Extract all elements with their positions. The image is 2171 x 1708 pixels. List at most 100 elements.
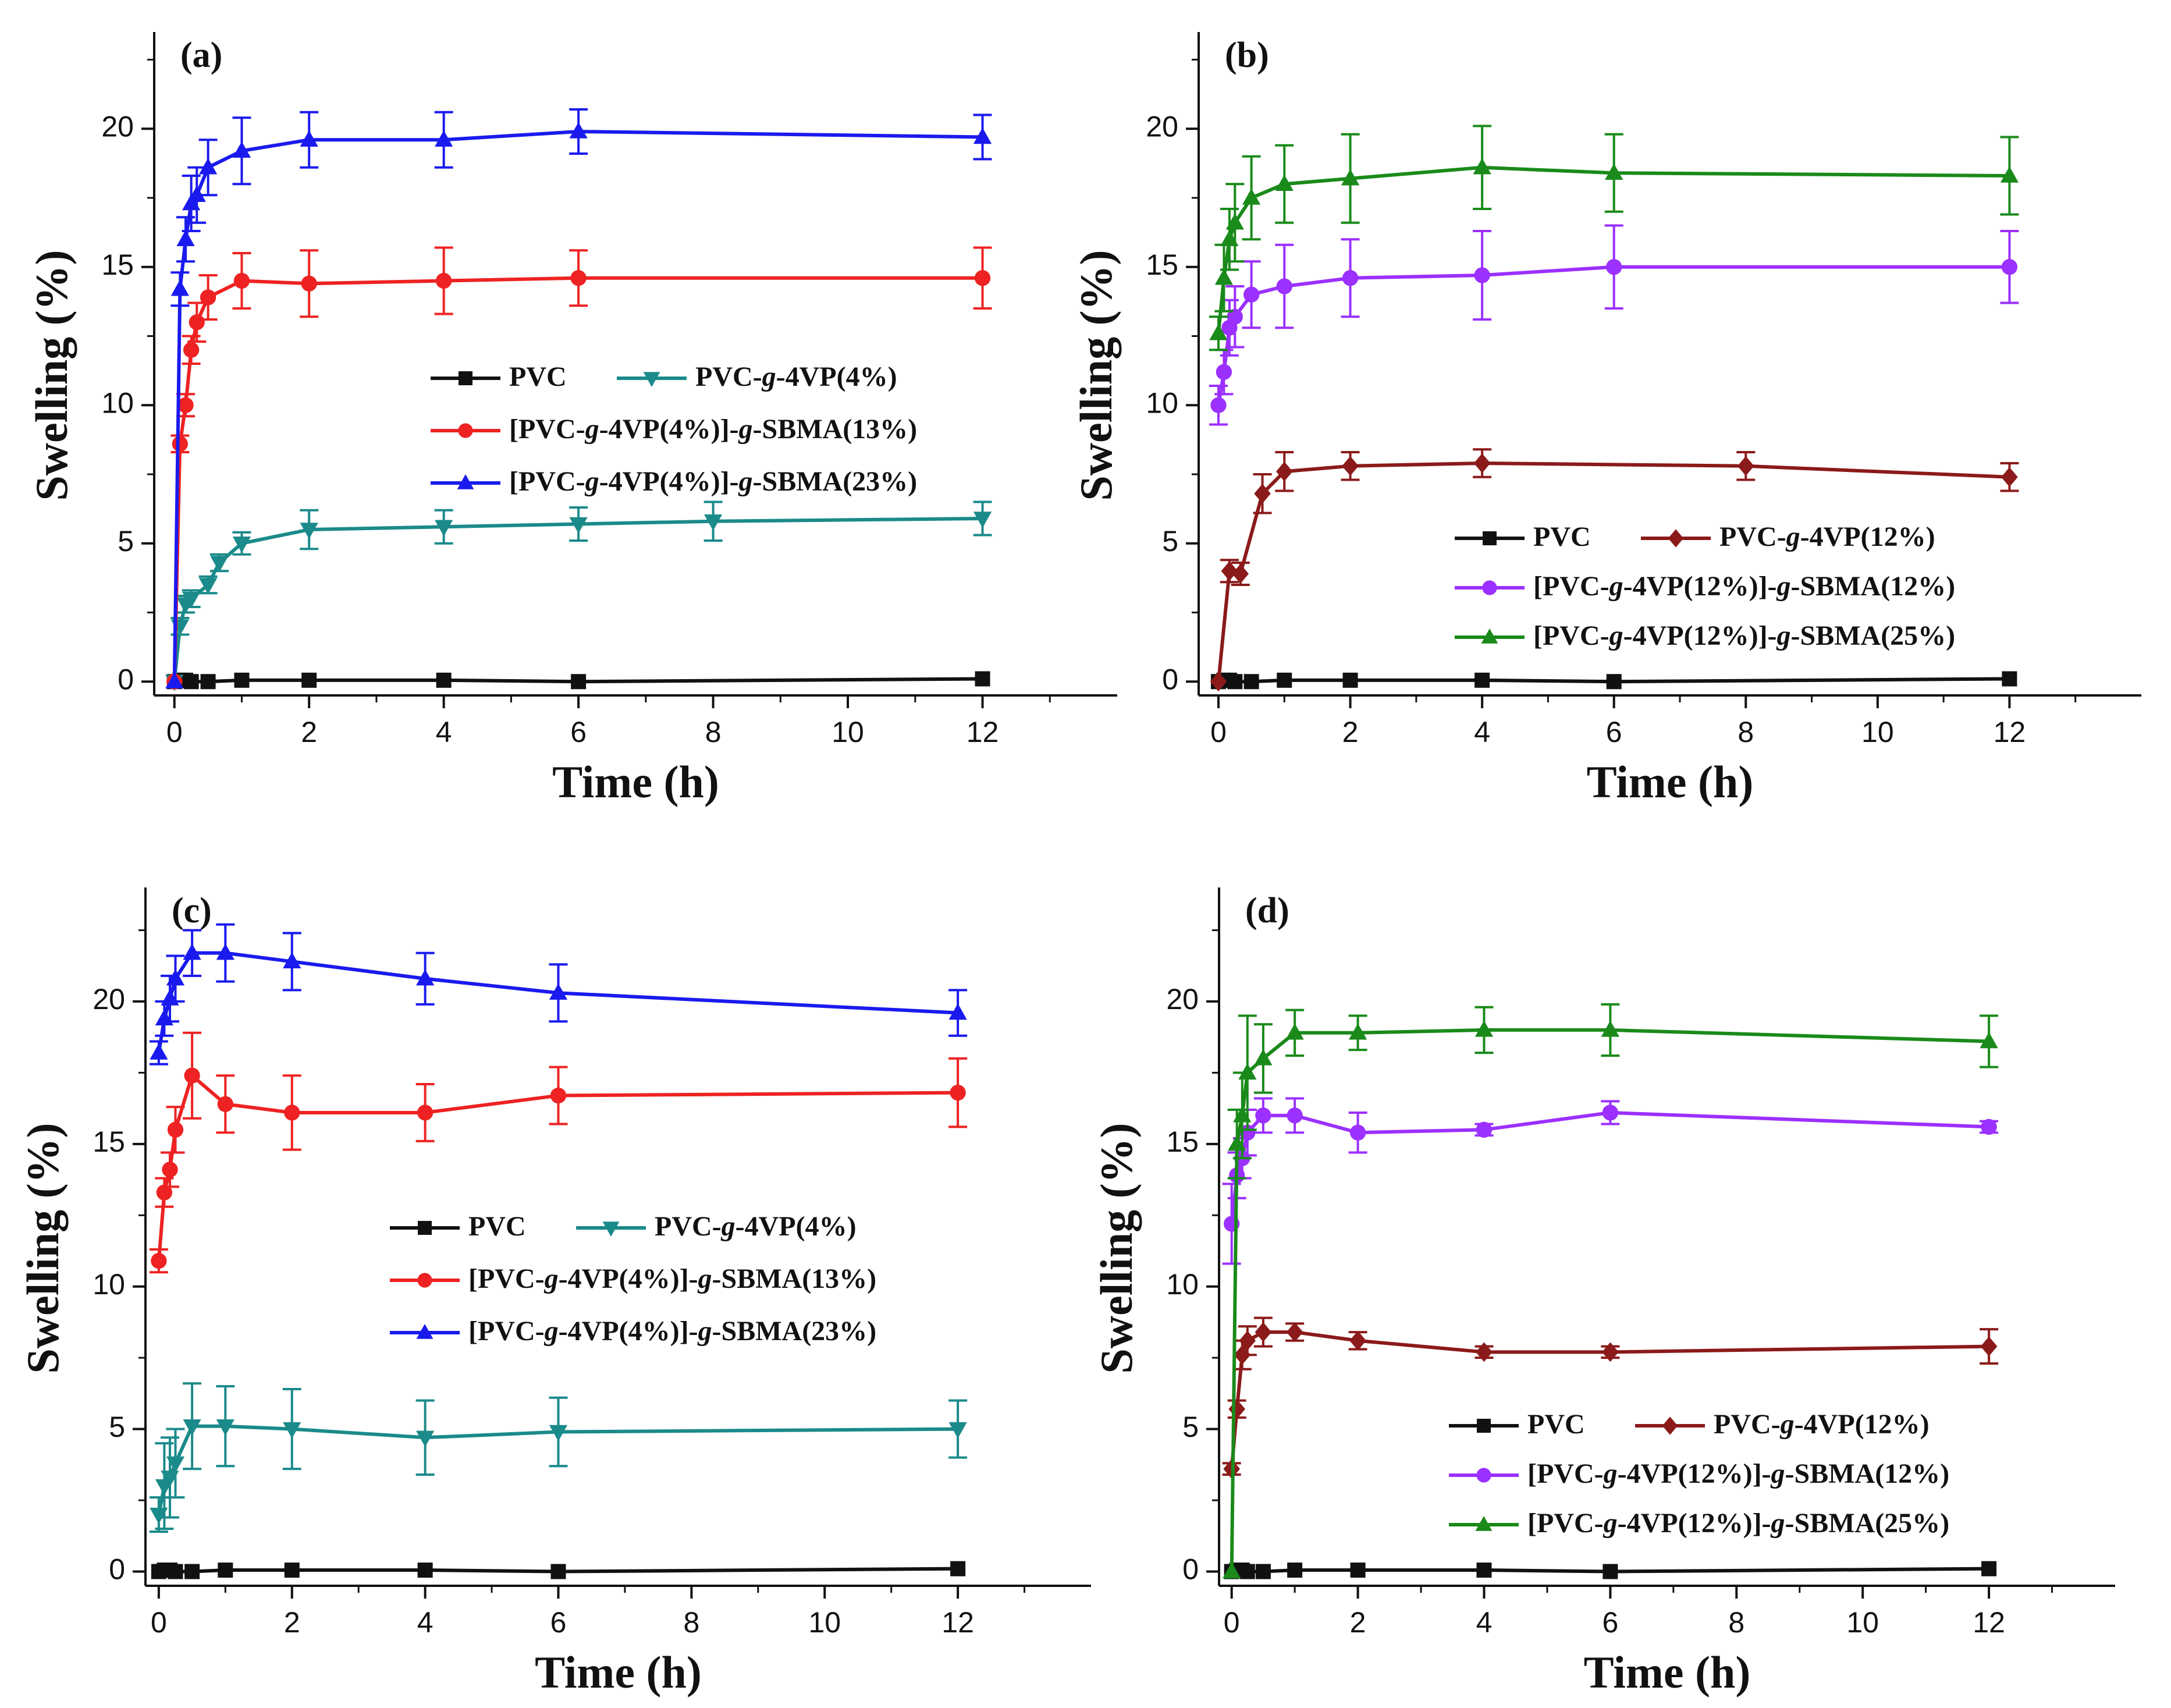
y-axis-title: Swelling (%) — [1091, 1123, 1142, 1373]
data-point — [1255, 1564, 1271, 1579]
y-tick-label: 10 — [101, 386, 134, 419]
series-0 — [1224, 1561, 1997, 1579]
data-point — [187, 186, 206, 202]
y-tick-label: 10 — [1146, 386, 1178, 419]
data-point — [1238, 1063, 1257, 1080]
y-tick-label: 0 — [118, 663, 134, 695]
y-tick-label: 15 — [93, 1125, 125, 1158]
data-point — [703, 514, 723, 531]
x-tick-label: 6 — [1606, 716, 1622, 748]
data-point — [183, 674, 199, 690]
data-point — [950, 1561, 966, 1576]
series-line — [1217, 165, 2010, 334]
data-point — [549, 1425, 568, 1441]
data-point — [183, 943, 201, 960]
chart-panel-3: 0 2 4 6 8 10 12 0 5 10 15 20 Time (h) Swelling (%) (c)… — [17, 887, 1091, 1698]
series-2 — [149, 1031, 968, 1274]
data-point — [166, 1456, 185, 1473]
legend-marker — [1662, 1416, 1678, 1435]
legend-label: PVC — [468, 1211, 526, 1242]
data-point — [156, 1184, 173, 1201]
data-point — [300, 523, 318, 539]
data-point — [1285, 1023, 1304, 1040]
data-point — [973, 127, 992, 144]
data-point — [1242, 188, 1261, 205]
series-line — [1230, 1110, 1989, 1224]
data-point — [1227, 674, 1243, 690]
legend-label: PVC-g-4VP(4%) — [655, 1211, 857, 1242]
data-point — [168, 1564, 183, 1579]
legend-marker — [1481, 628, 1498, 644]
x-tick-label: 2 — [1350, 1606, 1366, 1639]
data-point — [1980, 1032, 1998, 1049]
data-point — [1981, 1118, 1997, 1135]
series-1 — [149, 1382, 968, 1533]
x-tick-label: 10 — [832, 716, 864, 748]
y-tick-label: 5 — [1162, 525, 1178, 558]
series-3 — [149, 923, 968, 1066]
data-point — [973, 512, 992, 528]
data-point — [1606, 259, 1622, 275]
data-point — [1473, 158, 1491, 175]
legend-marker — [458, 423, 473, 438]
data-point — [417, 1105, 434, 1121]
legend-marker — [1483, 531, 1497, 545]
series-line — [172, 517, 983, 682]
series-3 — [1223, 1003, 1999, 1579]
data-point — [217, 1096, 233, 1112]
data-point — [1606, 674, 1622, 690]
data-point — [200, 674, 216, 690]
data-point — [189, 314, 205, 331]
data-point — [1602, 1342, 1619, 1362]
data-point — [1348, 1023, 1367, 1040]
data-point — [1216, 364, 1232, 380]
data-point — [210, 556, 229, 573]
data-point — [1602, 1105, 1619, 1121]
chart-panel-4: 0 2 4 6 8 10 12 0 5 10 15 20 Time (h) Swelling (%) (d)… — [1091, 887, 2115, 1698]
data-point — [177, 397, 194, 413]
series-line — [172, 130, 983, 682]
data-point — [2001, 467, 2018, 487]
data-point — [1228, 1134, 1246, 1151]
data-point — [183, 342, 200, 358]
data-point — [1342, 456, 1359, 476]
legend-label: [PVC-g-4VP(4%)]-g-SBMA(23%) — [509, 466, 917, 497]
panel-label: (d) — [1245, 891, 1289, 931]
x-tick-label: 2 — [301, 716, 317, 748]
data-point — [1476, 1121, 1493, 1138]
data-point — [1221, 561, 1238, 581]
data-point — [1287, 1107, 1303, 1124]
legend-label: PVC — [1527, 1409, 1585, 1440]
x-tick-label: 4 — [417, 1606, 434, 1639]
data-point — [232, 141, 251, 158]
series-1 — [165, 500, 992, 691]
legend-label: [PVC-g-4VP(12%)]-g-SBMA(25%) — [1527, 1508, 1949, 1539]
data-point — [216, 943, 234, 960]
data-point — [170, 279, 189, 296]
data-point — [436, 672, 452, 688]
data-point — [1474, 267, 1490, 283]
data-point — [155, 1009, 173, 1026]
data-point — [1980, 1336, 1998, 1357]
panel-label: (b) — [1225, 35, 1269, 75]
data-point — [1243, 286, 1260, 303]
data-point — [161, 1471, 179, 1487]
data-point — [1234, 1345, 1251, 1365]
data-point — [1276, 278, 1292, 294]
y-tick-label: 20 — [1166, 983, 1199, 1015]
x-tick-label: 2 — [1342, 716, 1359, 748]
data-point — [1287, 1563, 1303, 1578]
data-point — [549, 983, 568, 1000]
data-point — [1209, 324, 1228, 340]
y-tick-label: 10 — [93, 1268, 125, 1301]
data-point — [1254, 484, 1271, 504]
data-point — [283, 1422, 301, 1439]
y-tick-label: 5 — [118, 525, 134, 558]
chart-panel-2: 0 2 4 6 8 10 12 0 5 10 15 20 Time (h) Swelling (%) (b)… — [1071, 32, 2141, 807]
data-point — [150, 1043, 168, 1060]
data-point — [284, 1105, 300, 1121]
y-tick-label: 15 — [1166, 1125, 1199, 1158]
x-axis-title: Time (h) — [552, 757, 719, 807]
x-tick-label: 8 — [683, 1606, 699, 1639]
data-point — [300, 130, 318, 147]
